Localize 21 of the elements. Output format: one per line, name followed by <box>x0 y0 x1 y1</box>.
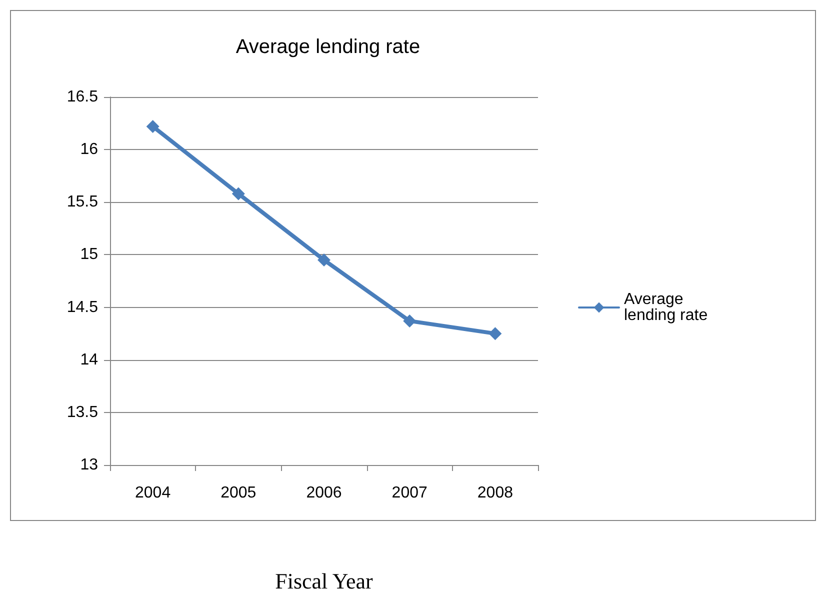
y-tick-label: 13 <box>80 456 98 474</box>
point <box>488 327 502 340</box>
x-tick-label: 2007 <box>392 484 428 502</box>
legend-label: Average lending rate <box>624 291 708 324</box>
y-tick-label: 16 <box>80 141 98 158</box>
y-tick-label: 14 <box>80 351 98 368</box>
y-tick-label: 14.5 <box>66 298 98 316</box>
y-tick-label: 15 <box>80 246 98 264</box>
point <box>403 314 416 328</box>
y-tick-label: 13.5 <box>66 404 98 421</box>
chart-title: Average lending rate <box>236 36 420 58</box>
x-axis-title: Fiscal Year <box>275 568 374 594</box>
x-tick-label: 2005 <box>220 484 256 502</box>
x-tick-label: 2006 <box>306 484 342 502</box>
y-tick-label: 16.5 <box>66 88 98 106</box>
point <box>318 253 330 266</box>
point <box>232 187 245 200</box>
x-tick-label: 2008 <box>477 484 514 502</box>
point <box>146 120 160 133</box>
x-tick-label: 2004 <box>135 484 171 502</box>
y-tick-label: 15.5 <box>66 194 98 211</box>
